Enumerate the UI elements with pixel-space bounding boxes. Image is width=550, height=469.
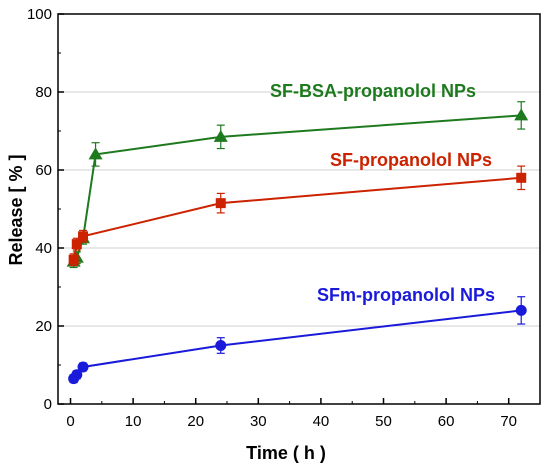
y-axis-title: Release [ % ] xyxy=(6,154,26,265)
x-tick-label: 50 xyxy=(375,413,392,430)
x-tick-label: 10 xyxy=(125,413,142,430)
series-label-sf-bsa: SF-BSA-propanolol NPs xyxy=(270,81,476,101)
data-point xyxy=(71,239,82,250)
data-point xyxy=(68,254,79,265)
data-point xyxy=(215,198,226,209)
x-tick-label: 30 xyxy=(250,413,267,430)
plot-frame xyxy=(57,13,541,405)
y-tick-label: 100 xyxy=(27,6,52,23)
x-tick-label: 20 xyxy=(187,413,204,430)
data-point xyxy=(215,340,227,351)
x-axis-title: Time ( h ) xyxy=(246,443,326,463)
series-label-sfm: SFm-propanolol NPs xyxy=(317,285,495,305)
data-point xyxy=(88,147,103,160)
data-point xyxy=(78,231,89,242)
x-tick-label: 0 xyxy=(66,413,74,430)
data-point xyxy=(213,129,228,142)
series-2 xyxy=(68,296,527,385)
y-tick-label: 60 xyxy=(35,162,52,179)
labels: Time ( h ) Release [ % ] SF-BSA-propanol… xyxy=(6,81,495,463)
y-tick-label: 40 xyxy=(35,240,52,257)
grid-lines xyxy=(58,91,540,327)
x-tick-label: 40 xyxy=(313,413,330,430)
data-point xyxy=(77,361,89,373)
series-line xyxy=(72,114,522,263)
x-tick-label: 60 xyxy=(438,413,455,430)
series-lines xyxy=(66,101,529,385)
series-label-sf: SF-propanolol NPs xyxy=(330,150,492,170)
series-line xyxy=(72,309,522,380)
series-line xyxy=(72,176,522,260)
data-point xyxy=(516,172,527,183)
y-tick-label: 80 xyxy=(35,84,52,101)
y-tick-label: 20 xyxy=(35,318,52,335)
x-tick-label: 70 xyxy=(500,413,517,430)
y-tick-label: 0 xyxy=(44,396,52,413)
data-point xyxy=(514,108,529,121)
axes: 0 20 40 60 80 100 0 10 20 30 40 50 60 70 xyxy=(27,6,541,430)
data-point xyxy=(515,304,527,316)
series-1 xyxy=(68,165,527,267)
data-point xyxy=(71,369,83,381)
series-0 xyxy=(66,101,529,269)
